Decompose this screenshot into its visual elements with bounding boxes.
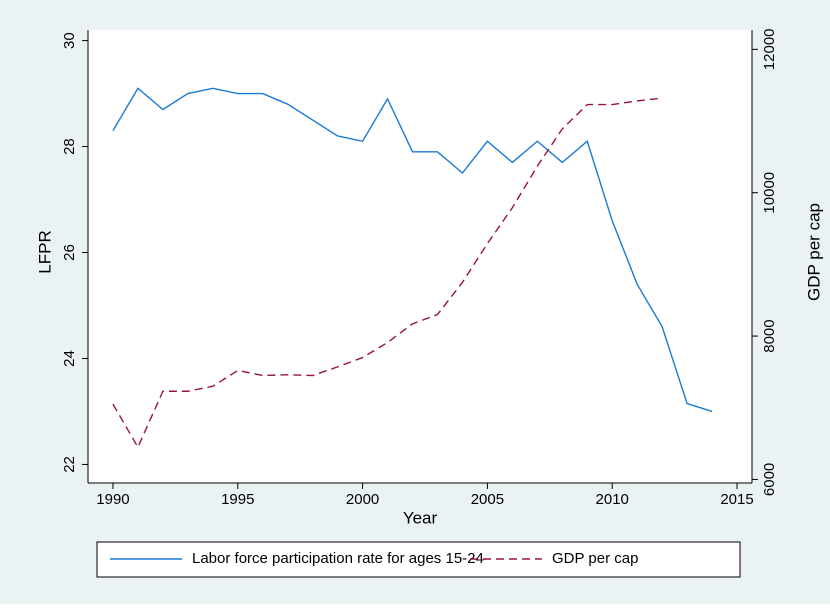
x-tick-label: 1990 [96,491,129,508]
legend-label: GDP per cap [552,550,638,567]
x-tick-label: 1995 [221,491,254,508]
y-tick-label: 30 [61,32,78,49]
y2-tick-label: 8000 [761,319,778,352]
x-tick-label: 2010 [596,491,629,508]
y2-tick-label: 12000 [761,28,778,70]
x-axis-title: Year [403,508,438,527]
y2-tick-label: 6000 [761,463,778,496]
y-axis-title: LFPR [35,230,54,273]
x-tick-label: 2000 [346,491,379,508]
y-tick-label: 22 [61,456,78,473]
y2-axis-title: GDP per cap [804,203,823,301]
y2-tick-label: 10000 [761,172,778,214]
x-tick-label: 2005 [471,491,504,508]
series-line [112,87,713,413]
y-tick-label: 28 [61,138,78,155]
y-tick-label: 24 [61,350,78,367]
legend-label: Labor force participation rate for ages … [192,550,484,567]
legend [96,541,741,578]
series-line [112,97,663,449]
x-tick-label: 2015 [720,491,753,508]
y-tick-label: 26 [61,244,78,261]
plot-area [88,30,752,483]
